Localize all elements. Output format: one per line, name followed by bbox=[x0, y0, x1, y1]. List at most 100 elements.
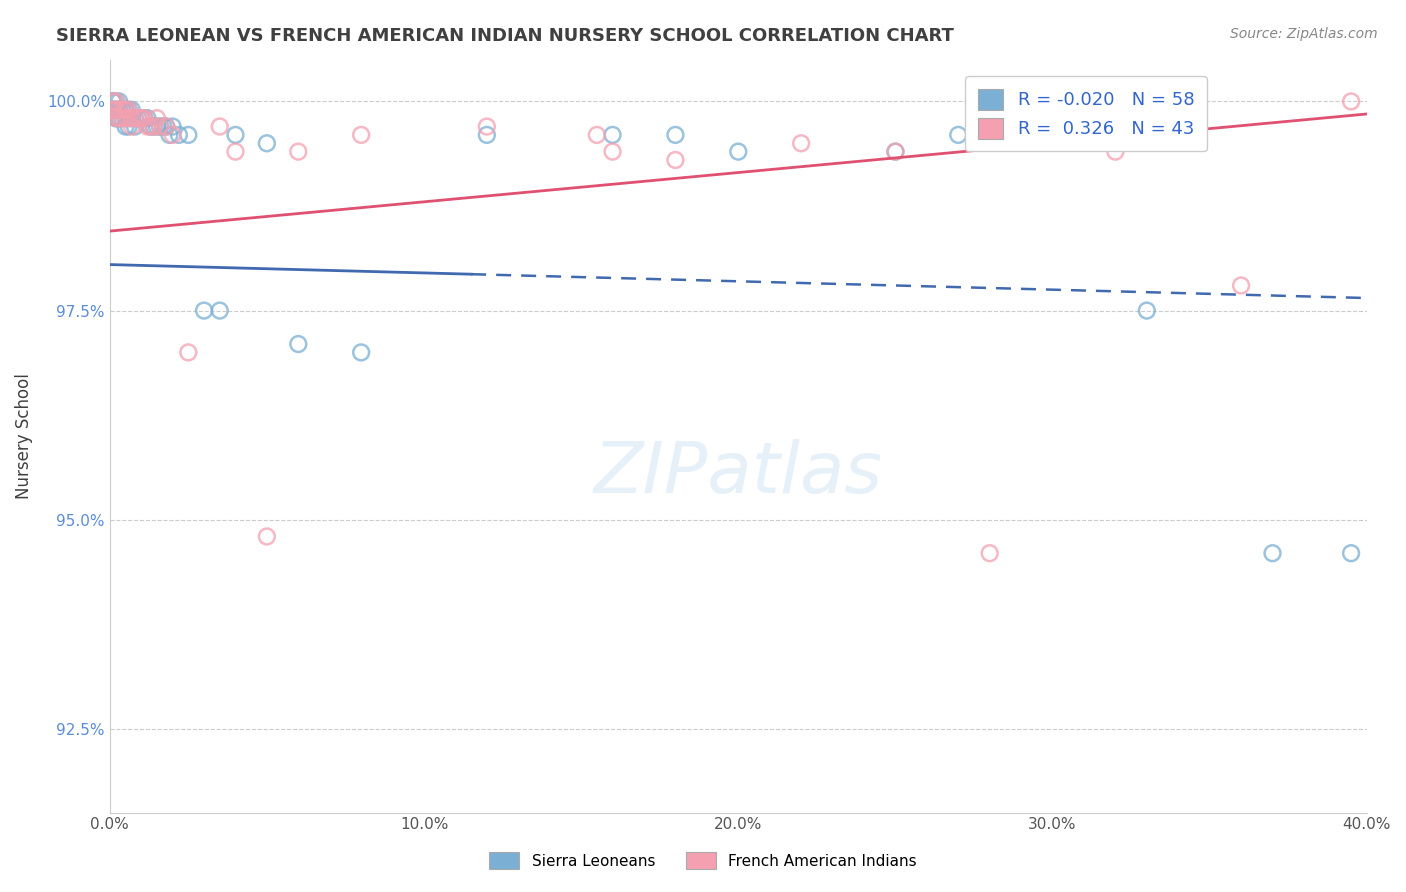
Point bbox=[108, 111, 131, 125]
Point bbox=[224, 128, 246, 142]
Point bbox=[108, 103, 131, 117]
Point bbox=[117, 103, 139, 117]
Point bbox=[111, 111, 134, 125]
Point bbox=[475, 120, 498, 134]
Point bbox=[111, 111, 134, 125]
Point bbox=[121, 111, 143, 125]
Point bbox=[146, 120, 169, 134]
Point bbox=[136, 120, 159, 134]
Point bbox=[1340, 95, 1362, 109]
Point bbox=[101, 95, 124, 109]
Point bbox=[1104, 145, 1126, 159]
Point bbox=[664, 128, 686, 142]
Point bbox=[121, 111, 143, 125]
Point bbox=[101, 103, 124, 117]
Point bbox=[108, 111, 131, 125]
Point bbox=[114, 111, 136, 125]
Point bbox=[475, 128, 498, 142]
Point bbox=[224, 145, 246, 159]
Point bbox=[108, 103, 131, 117]
Point bbox=[114, 103, 136, 117]
Point bbox=[287, 337, 309, 351]
Point bbox=[124, 111, 146, 125]
Point bbox=[108, 103, 131, 117]
Point bbox=[117, 111, 139, 125]
Legend: Sierra Leoneans, French American Indians: Sierra Leoneans, French American Indians bbox=[482, 846, 924, 875]
Point bbox=[256, 136, 278, 151]
Point bbox=[287, 145, 309, 159]
Point bbox=[105, 95, 128, 109]
Point bbox=[256, 529, 278, 543]
Point bbox=[101, 103, 124, 117]
Point bbox=[111, 103, 134, 117]
Point bbox=[114, 111, 136, 125]
Point bbox=[1230, 278, 1253, 293]
Point bbox=[127, 111, 149, 125]
Point bbox=[177, 128, 200, 142]
Point bbox=[111, 103, 134, 117]
Point bbox=[193, 303, 215, 318]
Point bbox=[117, 103, 139, 117]
Point bbox=[149, 120, 172, 134]
Point bbox=[105, 111, 128, 125]
Point bbox=[108, 95, 131, 109]
Point bbox=[111, 103, 134, 117]
Point bbox=[602, 128, 624, 142]
Point bbox=[108, 111, 131, 125]
Point bbox=[142, 120, 165, 134]
Point bbox=[727, 145, 749, 159]
Point bbox=[159, 128, 181, 142]
Point bbox=[350, 345, 373, 359]
Point bbox=[124, 120, 146, 134]
Text: Source: ZipAtlas.com: Source: ZipAtlas.com bbox=[1230, 27, 1378, 41]
Point bbox=[121, 120, 143, 134]
Point bbox=[586, 128, 609, 142]
Point bbox=[105, 111, 128, 125]
Text: ZIPatlas: ZIPatlas bbox=[593, 439, 883, 508]
Point bbox=[208, 120, 231, 134]
Point bbox=[155, 120, 177, 134]
Point bbox=[129, 111, 152, 125]
Text: SIERRA LEONEAN VS FRENCH AMERICAN INDIAN NURSERY SCHOOL CORRELATION CHART: SIERRA LEONEAN VS FRENCH AMERICAN INDIAN… bbox=[56, 27, 955, 45]
Point bbox=[602, 145, 624, 159]
Point bbox=[664, 153, 686, 167]
Point bbox=[884, 145, 907, 159]
Point bbox=[979, 546, 1001, 560]
Point bbox=[350, 128, 373, 142]
Point bbox=[127, 111, 149, 125]
Point bbox=[117, 111, 139, 125]
Point bbox=[114, 103, 136, 117]
Y-axis label: Nursery School: Nursery School bbox=[15, 373, 32, 499]
Point bbox=[142, 120, 165, 134]
Point bbox=[124, 111, 146, 125]
Point bbox=[167, 128, 190, 142]
Point bbox=[948, 128, 970, 142]
Point bbox=[105, 103, 128, 117]
Point bbox=[146, 111, 169, 125]
Point bbox=[1261, 546, 1284, 560]
Point bbox=[105, 111, 128, 125]
Point bbox=[139, 120, 162, 134]
Point bbox=[149, 120, 172, 134]
Point bbox=[162, 128, 184, 142]
Point bbox=[101, 95, 124, 109]
Legend: R = -0.020   N = 58, R =  0.326   N = 43: R = -0.020 N = 58, R = 0.326 N = 43 bbox=[966, 76, 1206, 152]
Point bbox=[105, 103, 128, 117]
Point bbox=[129, 111, 152, 125]
Point bbox=[117, 120, 139, 134]
Point bbox=[121, 103, 143, 117]
Point bbox=[208, 303, 231, 318]
Point bbox=[790, 136, 813, 151]
Point bbox=[136, 111, 159, 125]
Point bbox=[152, 120, 174, 134]
Point bbox=[134, 111, 156, 125]
Point bbox=[101, 95, 124, 109]
Point bbox=[177, 345, 200, 359]
Point bbox=[114, 120, 136, 134]
Point bbox=[1340, 546, 1362, 560]
Point bbox=[105, 95, 128, 109]
Point bbox=[162, 120, 184, 134]
Point bbox=[1136, 303, 1159, 318]
Point bbox=[155, 120, 177, 134]
Point bbox=[105, 103, 128, 117]
